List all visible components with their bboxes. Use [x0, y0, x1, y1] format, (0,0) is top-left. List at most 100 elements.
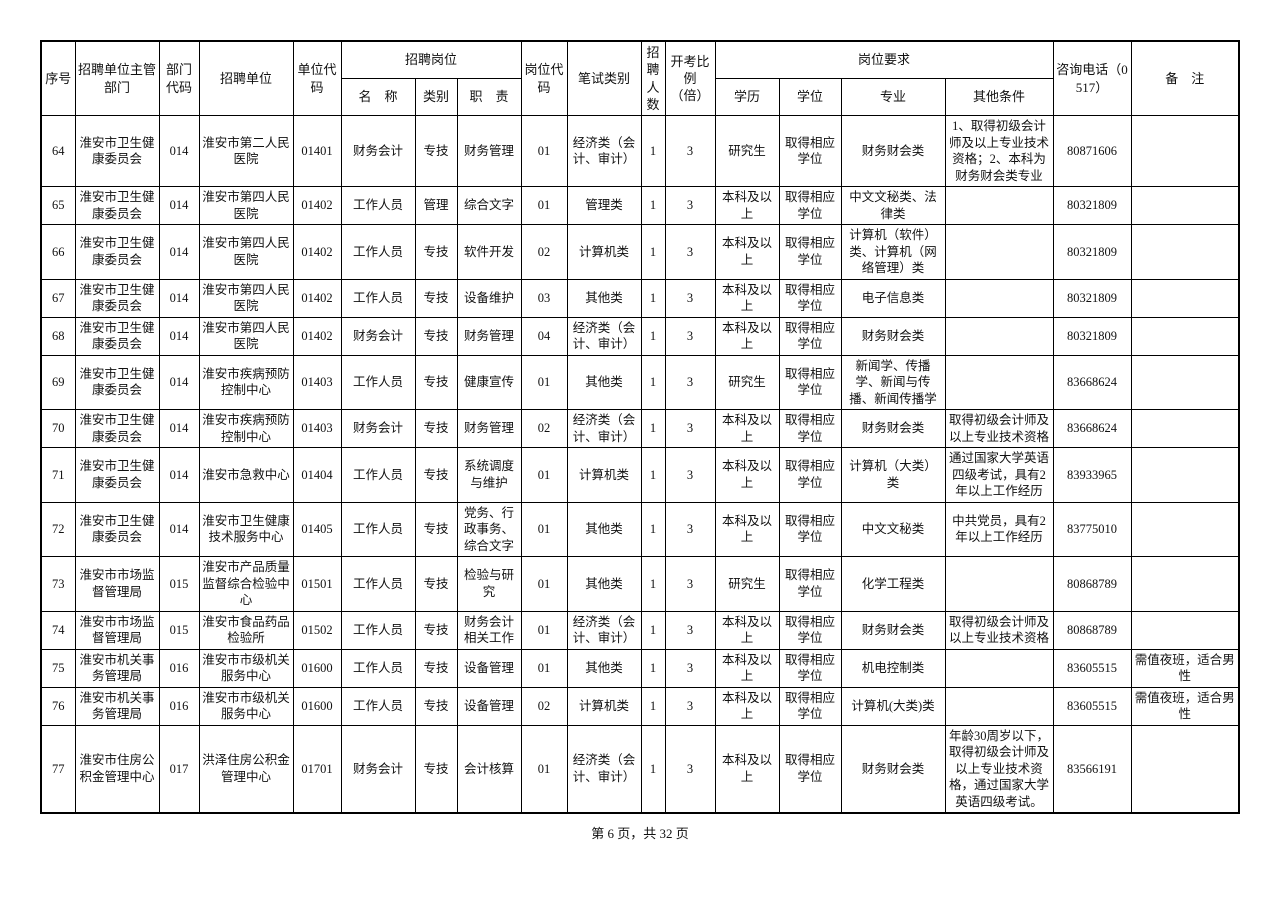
- cell-post-code: 04: [520, 316, 568, 356]
- cell-remarks: [1130, 409, 1240, 448]
- cell-degree: 取得相应学位: [778, 724, 842, 814]
- cell-exam-category: 计算机类: [566, 224, 642, 280]
- cell-post-name: 工作人员: [340, 648, 416, 688]
- cell-post-name: 工作人员: [340, 501, 416, 557]
- cell-exam-category: 计算机类: [566, 686, 642, 726]
- cell-major: 中文文秘类、法律类: [840, 186, 946, 225]
- cell-unit-code: 01402: [292, 186, 342, 225]
- cell-recruit-count: 1: [640, 610, 666, 650]
- cell-education: 研究生: [714, 556, 780, 612]
- cell-unit-code: 01405: [292, 501, 342, 557]
- cell-dept-code: 016: [158, 686, 200, 726]
- cell-phone: 80321809: [1052, 224, 1132, 280]
- cell-post-name: 财务会计: [340, 115, 416, 187]
- header-degree: 学位: [778, 78, 842, 116]
- cell-recruit-unit: 淮安市市级机关服务中心: [198, 686, 294, 726]
- header-post-code: 岗位代码: [520, 40, 568, 116]
- cell-supervisor-dept: 淮安市卫生健康委员会: [74, 409, 160, 448]
- header-education: 学历: [714, 78, 780, 116]
- table-row: 69 淮安市卫生健康委员会 014 淮安市疾病预防控制中心 01403 工作人员 专技 健康宣…: [40, 354, 1240, 410]
- cell-phone: 80321809: [1052, 186, 1132, 225]
- cell-phone: 83668624: [1052, 409, 1132, 448]
- cell-unit-code: 01403: [292, 354, 342, 410]
- cell-dept-code: 016: [158, 648, 200, 688]
- table-row: 68 淮安市卫生健康委员会 014 淮安市第四人民医院 01402 财务会计 专技 财务管理 0…: [40, 316, 1240, 356]
- cell-seq: 70: [40, 409, 76, 448]
- cell-post-category: 专技: [414, 610, 458, 650]
- cell-phone: 83668624: [1052, 354, 1132, 410]
- cell-unit-code: 01403: [292, 409, 342, 448]
- header-post-group: 招聘岗位: [340, 40, 522, 79]
- cell-post-category: 专技: [414, 354, 458, 410]
- cell-post-duty: 健康宣传: [456, 354, 522, 410]
- cell-seq: 74: [40, 610, 76, 650]
- table-row: 65 淮安市卫生健康委员会 014 淮安市第四人民医院 01402 工作人员 管理 综合文字 0…: [40, 186, 1240, 225]
- cell-exam-category: 经济类（会计、审计）: [566, 115, 642, 187]
- cell-major: 中文文秘类: [840, 501, 946, 557]
- cell-remarks: [1130, 278, 1240, 318]
- header-unit-code: 单位代码: [292, 40, 342, 116]
- cell-recruit-count: 1: [640, 278, 666, 318]
- cell-recruit-unit: 淮安市产品质量监督综合检验中心: [198, 556, 294, 612]
- cell-exam-ratio: 3: [664, 556, 716, 612]
- cell-post-code: 01: [520, 447, 568, 503]
- cell-education: 本科及以上: [714, 447, 780, 503]
- cell-recruit-unit: 淮安市食品药品检验所: [198, 610, 294, 650]
- cell-post-category: 专技: [414, 224, 458, 280]
- cell-recruit-count: 1: [640, 224, 666, 280]
- cell-post-code: 01: [520, 648, 568, 688]
- cell-exam-category: 其他类: [566, 501, 642, 557]
- cell-supervisor-dept: 淮安市卫生健康委员会: [74, 501, 160, 557]
- cell-post-duty: 财务管理: [456, 115, 522, 187]
- cell-post-category: 专技: [414, 724, 458, 814]
- cell-supervisor-dept: 淮安市机关事务管理局: [74, 686, 160, 726]
- header-recruit-unit: 招聘单位: [198, 40, 294, 116]
- cell-exam-ratio: 3: [664, 316, 716, 356]
- cell-recruit-unit: 洪泽住房公积金管理中心: [198, 724, 294, 814]
- cell-seq: 76: [40, 686, 76, 726]
- cell-phone: 83605515: [1052, 686, 1132, 726]
- cell-post-code: 01: [520, 354, 568, 410]
- cell-degree: 取得相应学位: [778, 224, 842, 280]
- cell-supervisor-dept: 淮安市机关事务管理局: [74, 648, 160, 688]
- cell-education: 本科及以上: [714, 186, 780, 225]
- cell-exam-ratio: 3: [664, 186, 716, 225]
- cell-exam-ratio: 3: [664, 409, 716, 448]
- header-other-conditions: 其他条件: [944, 78, 1054, 116]
- header-exam-category: 笔试类别: [566, 40, 642, 116]
- cell-post-code: 01: [520, 501, 568, 557]
- cell-recruit-count: 1: [640, 115, 666, 187]
- cell-exam-category: 其他类: [566, 354, 642, 410]
- cell-other-conditions: [944, 316, 1054, 356]
- cell-dept-code: 014: [158, 316, 200, 356]
- cell-recruit-unit: 淮安市疾病预防控制中心: [198, 354, 294, 410]
- cell-unit-code: 01600: [292, 648, 342, 688]
- cell-other-conditions: 取得初级会计师及以上专业技术资格: [944, 409, 1054, 448]
- cell-dept-code: 014: [158, 186, 200, 225]
- cell-major: 电子信息类: [840, 278, 946, 318]
- cell-post-duty: 检验与研究: [456, 556, 522, 612]
- cell-post-category: 专技: [414, 556, 458, 612]
- cell-recruit-count: 1: [640, 447, 666, 503]
- cell-major: 机电控制类: [840, 648, 946, 688]
- cell-dept-code: 014: [158, 501, 200, 557]
- cell-supervisor-dept: 淮安市卫生健康委员会: [74, 186, 160, 225]
- cell-post-duty: 会计核算: [456, 724, 522, 814]
- cell-dept-code: 014: [158, 115, 200, 187]
- header-phone: 咨询电话（0517）: [1052, 40, 1132, 116]
- header-requirements-group: 岗位要求: [714, 40, 1054, 79]
- cell-unit-code: 01701: [292, 724, 342, 814]
- cell-major: 计算机（大类）类: [840, 447, 946, 503]
- cell-exam-ratio: 3: [664, 224, 716, 280]
- cell-exam-ratio: 3: [664, 354, 716, 410]
- header-post-name: 名 称: [340, 78, 416, 116]
- cell-recruit-unit: 淮安市急救中心: [198, 447, 294, 503]
- cell-dept-code: 014: [158, 447, 200, 503]
- cell-dept-code: 014: [158, 354, 200, 410]
- header-post-duty: 职 责: [456, 78, 522, 116]
- cell-education: 本科及以上: [714, 278, 780, 318]
- cell-dept-code: 014: [158, 278, 200, 318]
- header-post-category: 类别: [414, 78, 458, 116]
- cell-post-category: 专技: [414, 447, 458, 503]
- cell-exam-category: 经济类（会计、审计）: [566, 724, 642, 814]
